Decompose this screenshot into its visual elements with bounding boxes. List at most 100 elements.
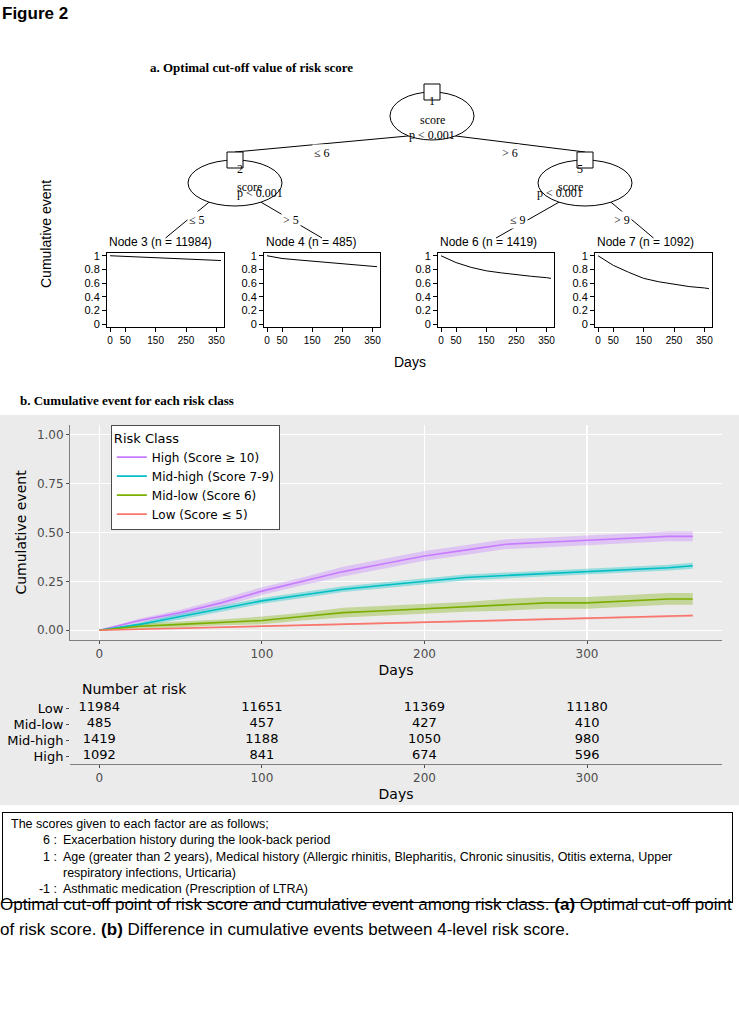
svg-text:0.2: 0.2 [85, 304, 100, 316]
svg-text:0.75: 0.75 [37, 477, 64, 491]
svg-text:0.6: 0.6 [242, 277, 257, 289]
svg-text:0: 0 [264, 335, 270, 346]
svg-text:250: 250 [334, 335, 351, 346]
svg-text:300: 300 [576, 647, 599, 661]
svg-text:150: 150 [478, 335, 495, 346]
svg-text:0.8: 0.8 [242, 263, 257, 275]
svg-text:0: 0 [425, 318, 431, 330]
svg-text:100: 100 [250, 647, 273, 661]
svg-text:50: 50 [608, 335, 620, 346]
svg-text:0.2: 0.2 [416, 304, 431, 316]
svg-text:> 6: > 6 [502, 146, 518, 160]
svg-text:Risk Class: Risk Class [114, 431, 180, 446]
svg-text:High: High [34, 749, 64, 764]
svg-text:0: 0 [582, 318, 588, 330]
svg-text:0: 0 [94, 318, 100, 330]
svg-text:5: 5 [577, 162, 583, 176]
svg-text:596: 596 [575, 747, 600, 762]
svg-text:p < 0.001: p < 0.001 [537, 186, 583, 200]
svg-text:0.50: 0.50 [37, 526, 64, 540]
svg-text:Node 6 (n = 1419): Node 6 (n = 1419) [440, 235, 537, 249]
svg-text:0.2: 0.2 [242, 304, 257, 316]
svg-text:0.6: 0.6 [85, 277, 100, 289]
svg-text:1.00: 1.00 [37, 428, 64, 442]
svg-text:Low: Low [38, 701, 64, 716]
svg-text:0.8: 0.8 [573, 263, 588, 275]
svg-text:1: 1 [429, 94, 435, 108]
svg-text:0.4: 0.4 [242, 291, 257, 303]
svg-text:150: 150 [635, 335, 652, 346]
svg-text:> 9: > 9 [614, 213, 630, 227]
svg-text:0.25: 0.25 [37, 575, 64, 589]
svg-text:350: 350 [696, 335, 713, 346]
svg-text:50: 50 [120, 335, 132, 346]
svg-text:> 5: > 5 [283, 213, 299, 227]
svg-text:1: 1 [582, 250, 588, 262]
svg-text:11180: 11180 [566, 699, 607, 714]
svg-text:11984: 11984 [79, 699, 120, 714]
svg-text:Mid-high: Mid-high [7, 733, 63, 748]
svg-text:1: 1 [425, 250, 431, 262]
svg-text:0.4: 0.4 [85, 291, 100, 303]
svg-text:p < 0.001: p < 0.001 [237, 186, 283, 200]
svg-text:0.8: 0.8 [416, 263, 431, 275]
svg-text:11369: 11369 [404, 699, 445, 714]
svg-text:High (Score ≥ 10): High (Score ≥ 10) [152, 451, 259, 465]
svg-text:Mid-low: Mid-low [13, 717, 63, 732]
svg-text:0.6: 0.6 [416, 277, 431, 289]
svg-text:2: 2 [237, 162, 243, 176]
svg-text:1092: 1092 [83, 747, 116, 762]
svg-text:score: score [420, 113, 445, 127]
svg-text:0.6: 0.6 [573, 277, 588, 289]
svg-text:0: 0 [595, 335, 601, 346]
svg-text:Mid-low (Score 6): Mid-low (Score 6) [152, 489, 256, 503]
svg-text:427: 427 [412, 715, 437, 730]
svg-text:Node 4 (n = 485): Node 4 (n = 485) [266, 235, 356, 249]
svg-text:100: 100 [250, 771, 273, 785]
svg-text:457: 457 [249, 715, 274, 730]
svg-text:674: 674 [412, 747, 437, 762]
svg-text:350: 350 [538, 335, 555, 346]
svg-text:0: 0 [251, 318, 257, 330]
svg-text:Cumulative event: Cumulative event [38, 180, 54, 288]
svg-text:410: 410 [575, 715, 600, 730]
svg-text:1188: 1188 [245, 731, 278, 746]
svg-text:0: 0 [107, 335, 113, 346]
svg-text:50: 50 [451, 335, 463, 346]
svg-text:score: score [237, 180, 262, 194]
svg-text:Days: Days [379, 786, 414, 802]
svg-text:1419: 1419 [83, 731, 116, 746]
svg-text:≤ 5: ≤ 5 [189, 213, 205, 227]
svg-text:0: 0 [95, 771, 103, 785]
svg-text:Mid-high (Score 7-9): Mid-high (Score 7-9) [152, 470, 274, 484]
svg-text:200: 200 [413, 771, 436, 785]
svg-text:Node 7 (n = 1092): Node 7 (n = 1092) [597, 235, 694, 249]
svg-text:Low (Score ≤ 5): Low (Score ≤ 5) [152, 508, 248, 522]
svg-text:250: 250 [178, 335, 195, 346]
svg-text:485: 485 [87, 715, 112, 730]
svg-text:250: 250 [508, 335, 525, 346]
svg-text:841: 841 [249, 747, 274, 762]
svg-text:350: 350 [208, 335, 225, 346]
svg-text:50: 50 [277, 335, 289, 346]
svg-text:0.8: 0.8 [85, 263, 100, 275]
svg-text:1050: 1050 [408, 731, 441, 746]
svg-text:1: 1 [251, 250, 257, 262]
svg-text:≤ 6: ≤ 6 [314, 146, 330, 160]
svg-text:150: 150 [304, 335, 321, 346]
svg-text:0.2: 0.2 [573, 304, 588, 316]
svg-text:Days: Days [394, 354, 426, 370]
svg-text:Cumulative event: Cumulative event [13, 470, 29, 595]
svg-text:300: 300 [576, 771, 599, 785]
svg-text:Days: Days [379, 662, 414, 678]
svg-text:0: 0 [438, 335, 444, 346]
svg-text:p < 0.001: p < 0.001 [409, 128, 455, 142]
svg-text:0.4: 0.4 [573, 291, 588, 303]
svg-text:250: 250 [666, 335, 683, 346]
svg-text:Number at risk: Number at risk [82, 681, 187, 697]
svg-text:0.4: 0.4 [416, 291, 431, 303]
svg-text:≤ 9: ≤ 9 [510, 213, 526, 227]
svg-text:11651: 11651 [241, 699, 282, 714]
svg-text:0.00: 0.00 [37, 623, 64, 637]
svg-text:0: 0 [95, 647, 103, 661]
